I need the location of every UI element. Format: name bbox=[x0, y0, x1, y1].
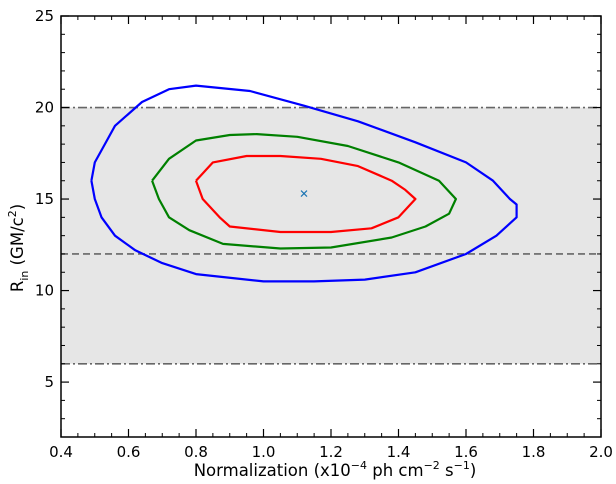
contour-inner bbox=[194, 154, 417, 234]
contour-outer bbox=[90, 84, 518, 283]
x-tick-label: 1.6 bbox=[454, 443, 478, 461]
best-fit-marker bbox=[300, 190, 308, 197]
y-tick-label: 25 bbox=[35, 7, 54, 25]
axis-ticks: 0.4 0.6 0.8 1.0 1.2 1.4 1.6 1.8 2.0 5 10 15 20 25 bbox=[35, 7, 613, 461]
y-axis-label: Rin (GM/c2) bbox=[6, 204, 31, 292]
x-tick-label: 1.2 bbox=[319, 443, 343, 461]
x-tick-label: 0.8 bbox=[184, 443, 208, 461]
contour-lines bbox=[90, 84, 518, 283]
y-tick-label: 10 bbox=[35, 282, 54, 300]
y-tick-label: 15 bbox=[35, 190, 54, 208]
y-tick-label: 5 bbox=[44, 373, 54, 391]
plot-frame bbox=[60, 15, 602, 438]
x-tick-label: 0.4 bbox=[49, 443, 73, 461]
y-tick-label: 20 bbox=[35, 99, 54, 117]
contour-middle bbox=[151, 133, 457, 250]
shaded-band bbox=[61, 107, 601, 364]
shaded-band-rect bbox=[61, 107, 601, 364]
best-fit-x-stroke bbox=[300, 190, 308, 197]
x-tick-label: 1.4 bbox=[387, 443, 411, 461]
x-tick-label: 0.6 bbox=[117, 443, 141, 461]
x-axis-label: Normalization (x10−4 ph cm−2 s−1) bbox=[194, 459, 477, 480]
x-tick-label: 2.0 bbox=[589, 443, 613, 461]
x-tick-label: 1.8 bbox=[522, 443, 546, 461]
reference-lines bbox=[61, 106, 601, 365]
x-tick-label: 1.0 bbox=[252, 443, 276, 461]
plot-border bbox=[60, 15, 602, 438]
